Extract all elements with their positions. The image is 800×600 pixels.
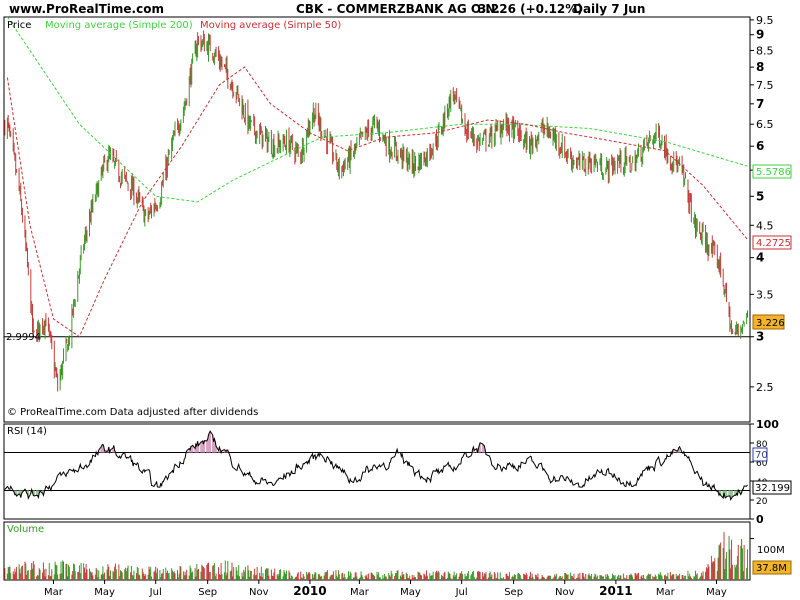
price-ytick-label: 3.5 [756, 288, 774, 301]
xtick-label: Nov [249, 587, 269, 598]
price-ytick-label: 9.5 [756, 14, 774, 27]
price-ytick-label: 7 [756, 97, 764, 111]
price-frame [3, 16, 751, 423]
xtick-label: Mar [350, 587, 370, 598]
price-panel: 2.533.544.555.566.577.588.599.5 [3, 14, 774, 423]
ma200-badge-text: 5.5786 [756, 167, 791, 178]
price-ytick-label: 7.5 [756, 79, 774, 92]
ma50-legend: Moving average (Simple 50) [200, 20, 341, 31]
xtick-label: Sep [198, 587, 217, 598]
ma200-legend: Moving average (Simple 200) [45, 20, 193, 31]
price-ytick-label: 4.5 [756, 219, 774, 232]
rsi-value-badge [752, 480, 792, 495]
instrument-title: CBK - COMMERZBANK AG O.N. [296, 2, 500, 16]
rsi-panel: 020406080100 [3, 418, 779, 526]
copyright-note: © ProRealTime.com Data adjusted after di… [7, 407, 258, 418]
price-ytick-label: 4 [756, 251, 764, 265]
ma50-badge [752, 235, 792, 250]
rsi-ytick-label: 80 [756, 440, 768, 450]
xtick-label: 2011 [599, 584, 632, 598]
x-axis: Mar May Jul Sep Nov 2010 Mar May Jul Sep Nov 2011 Ma… [44, 580, 727, 598]
ma200-badge [752, 164, 792, 179]
xtick-label: Sep [504, 587, 523, 598]
quote-value: 3.226 (+0.12%) [478, 2, 583, 16]
ma50-badge-text: 4.2725 [756, 238, 791, 249]
rsi-level-text: 70 [755, 450, 768, 461]
rsi-ytick-label: 20 [756, 497, 768, 507]
rsi-ytick-label: 60 [756, 459, 768, 469]
xtick-label: May [94, 587, 115, 598]
rsi-line [4, 430, 748, 501]
ma50-line [6, 66, 748, 338]
rsi-label: RSI (14) [7, 426, 47, 437]
price-ytick-label: 2.5 [756, 381, 774, 394]
volume-value-badge [752, 560, 792, 575]
xtick-label: Nov [555, 587, 575, 598]
price-ytick-label: 9 [756, 28, 764, 42]
price-ytick-label: 6 [756, 139, 764, 153]
xtick-label: Jul [455, 587, 468, 598]
price-label: Price [7, 20, 31, 31]
rsi-level-badge [752, 447, 768, 462]
price-ytick-label: 8 [756, 60, 764, 74]
price-ytick-label: 3 [756, 330, 764, 344]
xtick-label: 2010 [293, 584, 326, 598]
price-ytick-label: 6.5 [756, 118, 774, 131]
price-badge-text: 3.226 [756, 318, 785, 329]
rsi-value-text: 32.199 [755, 483, 790, 494]
price-badge [752, 314, 785, 330]
rsi-frame [3, 423, 751, 520]
xtick-label: May [400, 587, 421, 598]
price-ytick-label: 8.5 [756, 44, 774, 57]
volume-panel [3, 521, 754, 581]
volume-tick-100m: 100M [757, 545, 785, 556]
volume-label: Volume [7, 524, 44, 535]
site-name: www.ProRealTime.com [9, 2, 164, 16]
price-ytick-label: 5 [756, 189, 764, 203]
xtick-label: Jul [149, 587, 162, 598]
ma200-line [6, 16, 748, 203]
xtick-label: Mar [656, 587, 676, 598]
rsi-ytick-label: 0 [756, 513, 764, 526]
hline-label: 2.9994 [6, 332, 41, 343]
volume-value-text: 37.8M [756, 563, 787, 574]
xtick-label: May [706, 587, 727, 598]
rsi-ytick-label: 100 [756, 418, 779, 431]
xtick-label: Mar [44, 587, 64, 598]
period-label: Daily 7 Jun [573, 2, 645, 16]
